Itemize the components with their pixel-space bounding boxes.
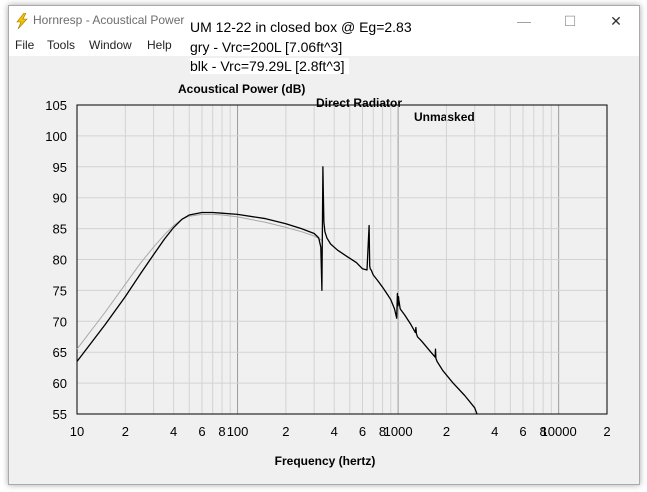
x-tick-label: 8 bbox=[379, 424, 386, 439]
y-tick-label: 105 bbox=[45, 98, 67, 113]
x-tick-label: 2 bbox=[443, 424, 450, 439]
plot-frame bbox=[76, 104, 608, 415]
series-line-black bbox=[76, 166, 478, 415]
minimize-button[interactable]: — bbox=[517, 13, 531, 29]
chart-title-quantity: Acoustical Power (dB) bbox=[178, 82, 306, 96]
maximize-button[interactable]: ☐ bbox=[563, 13, 577, 29]
y-tick-label: 60 bbox=[53, 376, 67, 391]
x-axis-label: Frequency (hertz) bbox=[275, 454, 376, 468]
x-tick-label: 4 bbox=[491, 424, 498, 439]
overlay-line-1: UM 12-22 in closed box @ Eg=2.83 bbox=[190, 19, 416, 35]
x-tick-label: 8 bbox=[218, 424, 225, 439]
x-tick-label: 2 bbox=[282, 424, 289, 439]
x-tick-label: 6 bbox=[198, 424, 205, 439]
series-group bbox=[76, 166, 478, 415]
app-window: Hornresp - Acoustical Power — ☐ ✕ File T… bbox=[8, 5, 640, 485]
x-tick-label: 10 bbox=[70, 424, 84, 439]
y-tick-label: 55 bbox=[53, 407, 67, 422]
x-tick-label: 1000 bbox=[384, 424, 413, 439]
menu-window[interactable]: Window bbox=[89, 38, 132, 52]
x-tick-label: 4 bbox=[170, 424, 177, 439]
y-tick-label: 85 bbox=[53, 222, 67, 237]
menu-help[interactable]: Help bbox=[147, 38, 172, 52]
x-tick-label: 2 bbox=[122, 424, 129, 439]
y-tick-label: 65 bbox=[53, 345, 67, 360]
y-tick-label: 80 bbox=[53, 253, 67, 268]
y-tick-label: 75 bbox=[53, 283, 67, 298]
chart-title-masking: Unmasked bbox=[414, 110, 475, 124]
y-tick-label: 90 bbox=[53, 191, 67, 206]
overlay-line-2: gry - Vrc=200L [7.06ft^3] bbox=[190, 39, 347, 55]
y-tick-label: 100 bbox=[45, 129, 67, 144]
lightning-bolt-icon bbox=[16, 13, 28, 29]
y-axis-ticks: 55 60 65 70 75 80 85 90 95 100 105 bbox=[45, 98, 67, 422]
grid bbox=[77, 105, 607, 414]
x-tick-label: 100 bbox=[227, 424, 249, 439]
chart-title-mode: Direct Radiator bbox=[316, 96, 403, 110]
menu-file[interactable]: File bbox=[15, 38, 35, 52]
chart-title: Acoustical Power (dB) Direct Radiator Un… bbox=[0, 68, 647, 124]
y-tick-label: 70 bbox=[53, 314, 67, 329]
window-title: Hornresp - Acoustical Power bbox=[33, 13, 185, 27]
x-tick-label: 2 bbox=[603, 424, 610, 439]
x-tick-label: 6 bbox=[519, 424, 526, 439]
x-tick-label: 8 bbox=[539, 424, 546, 439]
close-button[interactable]: ✕ bbox=[610, 13, 622, 29]
x-tick-label: 6 bbox=[359, 424, 366, 439]
series-line-grey bbox=[76, 213, 324, 350]
overlay-line-3: blk - Vrc=79.29L [2.8ft^3] bbox=[190, 58, 349, 74]
x-tick-label: 4 bbox=[331, 424, 338, 439]
x-tick-label: 10000 bbox=[541, 424, 577, 439]
menu-tools[interactable]: Tools bbox=[47, 38, 76, 52]
y-tick-label: 95 bbox=[53, 160, 67, 175]
